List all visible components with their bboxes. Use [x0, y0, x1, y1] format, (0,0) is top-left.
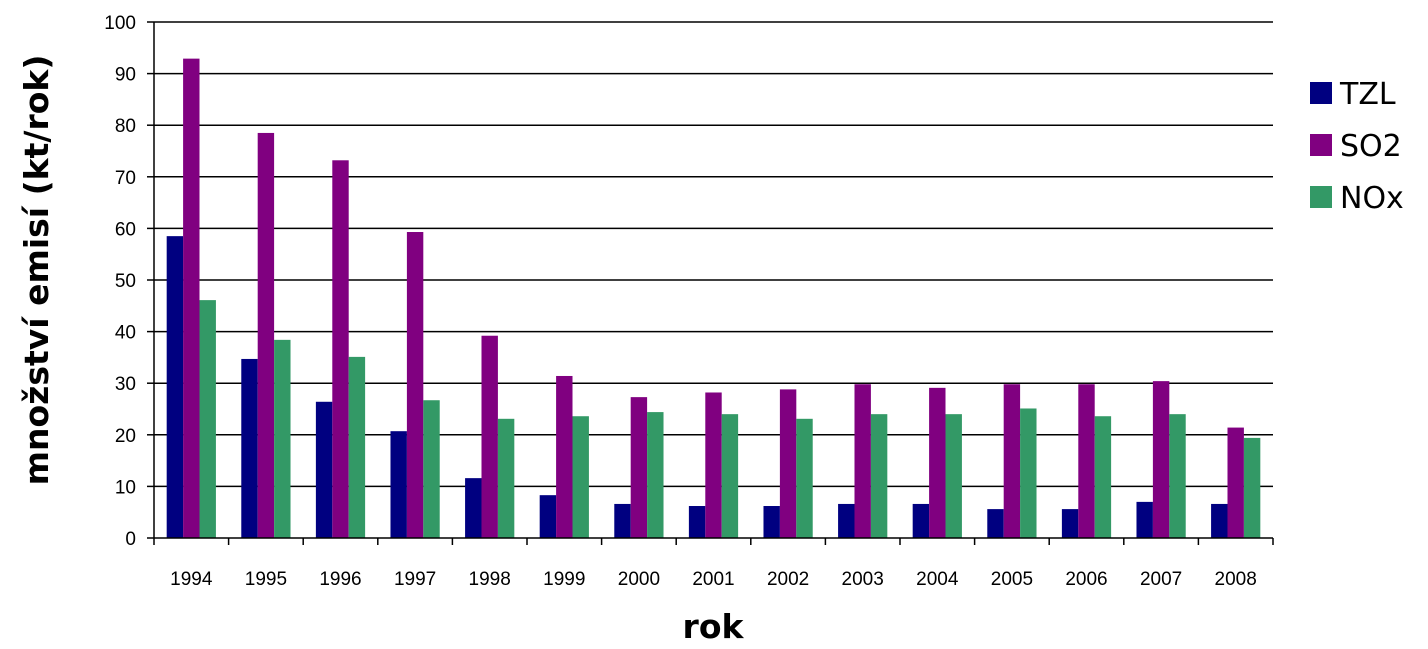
legend-swatch-nox [1310, 186, 1332, 208]
x-tick-label: 1997 [394, 569, 436, 590]
x-tick-label: 1998 [469, 569, 511, 590]
bar-so2-2005 [1003, 384, 1021, 538]
bar-tzl-2002 [763, 506, 780, 538]
bar-nox-1996 [348, 356, 366, 538]
axes [147, 21, 1274, 545]
bar-tzl-2006 [1061, 509, 1079, 538]
x-tick-label: 2005 [991, 569, 1033, 590]
y-tick-label: 100 [104, 13, 136, 34]
bar-so2-2002 [779, 389, 797, 538]
bar-so2-2008 [1227, 427, 1244, 538]
y-tick-label: 30 [115, 374, 136, 395]
bar-tzl-2005 [987, 509, 1004, 538]
legend: TZL SO2 NOx [1310, 77, 1404, 216]
x-tick-label: 1994 [170, 569, 213, 590]
bar-so2-1997 [406, 232, 424, 538]
bar-so2-1995 [257, 132, 275, 538]
y-tick-label: 80 [115, 116, 136, 137]
bars [166, 58, 1261, 539]
bar-nox-2006 [1094, 416, 1112, 538]
bar-so2-2006 [1078, 384, 1095, 538]
bar-so2-2004 [929, 387, 946, 538]
y-tick-label: 70 [115, 168, 136, 189]
x-tick-label: 2006 [1065, 569, 1107, 590]
bar-so2-1999 [556, 375, 573, 538]
bar-nox-1998 [497, 418, 515, 538]
bar-tzl-2008 [1211, 503, 1228, 538]
bar-so2-1998 [481, 335, 498, 538]
y-tick-label: 0 [125, 529, 136, 550]
legend-label-tzl: TZL [1339, 77, 1396, 112]
bar-nox-2002 [796, 418, 813, 538]
bar-tzl-1995 [241, 358, 258, 538]
y-tick-labels: 0 10 20 30 40 50 60 70 80 90 100 [104, 13, 136, 550]
x-axis-title: rok [683, 607, 745, 646]
bar-tzl-2007 [1136, 501, 1153, 538]
bar-so2-2003 [854, 384, 871, 538]
bar-tzl-2004 [912, 503, 930, 538]
bar-nox-2008 [1243, 437, 1261, 538]
x-tick-label: 1995 [245, 569, 287, 590]
bar-nox-2003 [870, 414, 888, 538]
bar-nox-1994 [199, 300, 216, 538]
x-tick-label: 2001 [692, 569, 734, 590]
y-tick-label: 90 [115, 65, 136, 86]
bar-so2-1996 [332, 160, 349, 538]
bar-nox-2001 [721, 414, 739, 538]
x-tick-label: 2004 [916, 569, 959, 590]
bar-nox-2005 [1020, 408, 1037, 538]
y-tick-label: 20 [115, 426, 136, 447]
bar-tzl-2001 [688, 506, 706, 538]
x-tick-label: 2000 [618, 569, 660, 590]
bar-tzl-1997 [390, 431, 407, 538]
bar-tzl-2000 [614, 503, 631, 538]
bar-nox-1995 [274, 339, 291, 538]
x-tick-label: 2008 [1215, 569, 1257, 590]
y-tick-label: 10 [115, 477, 136, 498]
bar-tzl-2003 [838, 503, 855, 538]
bar-so2-2007 [1152, 381, 1170, 538]
x-tick-label: 1996 [319, 569, 361, 590]
x-tick-label: 2007 [1140, 569, 1182, 590]
x-tick-label: 2002 [767, 569, 809, 590]
y-tick-label: 50 [115, 271, 136, 292]
bar-nox-2007 [1169, 414, 1186, 538]
y-axis-title: množství emisí (kt/rok) [17, 55, 56, 486]
y-tick-label: 40 [115, 323, 136, 344]
x-tick-labels: 1994 1995 1996 1997 1998 1999 2000 2001 2002 2003… [170, 569, 1257, 590]
bar-so2-2000 [630, 397, 648, 538]
legend-label-nox: NOx [1340, 181, 1404, 216]
bar-so2-2001 [705, 392, 722, 538]
bar-tzl-1996 [315, 401, 333, 538]
bar-nox-1997 [423, 400, 440, 538]
legend-swatch-tzl [1310, 82, 1332, 104]
bar-tzl-1994 [166, 236, 184, 538]
bar-nox-1999 [572, 416, 589, 538]
bar-nox-2000 [647, 412, 664, 538]
legend-label-so2: SO2 [1340, 129, 1402, 164]
legend-swatch-so2 [1310, 134, 1332, 156]
x-tick-label: 2003 [842, 569, 884, 590]
x-tick-label: 1999 [543, 569, 585, 590]
bar-tzl-1998 [465, 478, 482, 538]
bar-tzl-1999 [539, 495, 557, 538]
y-tick-label: 60 [115, 219, 136, 240]
bar-nox-2004 [945, 414, 962, 538]
bar-so2-1994 [183, 58, 200, 539]
